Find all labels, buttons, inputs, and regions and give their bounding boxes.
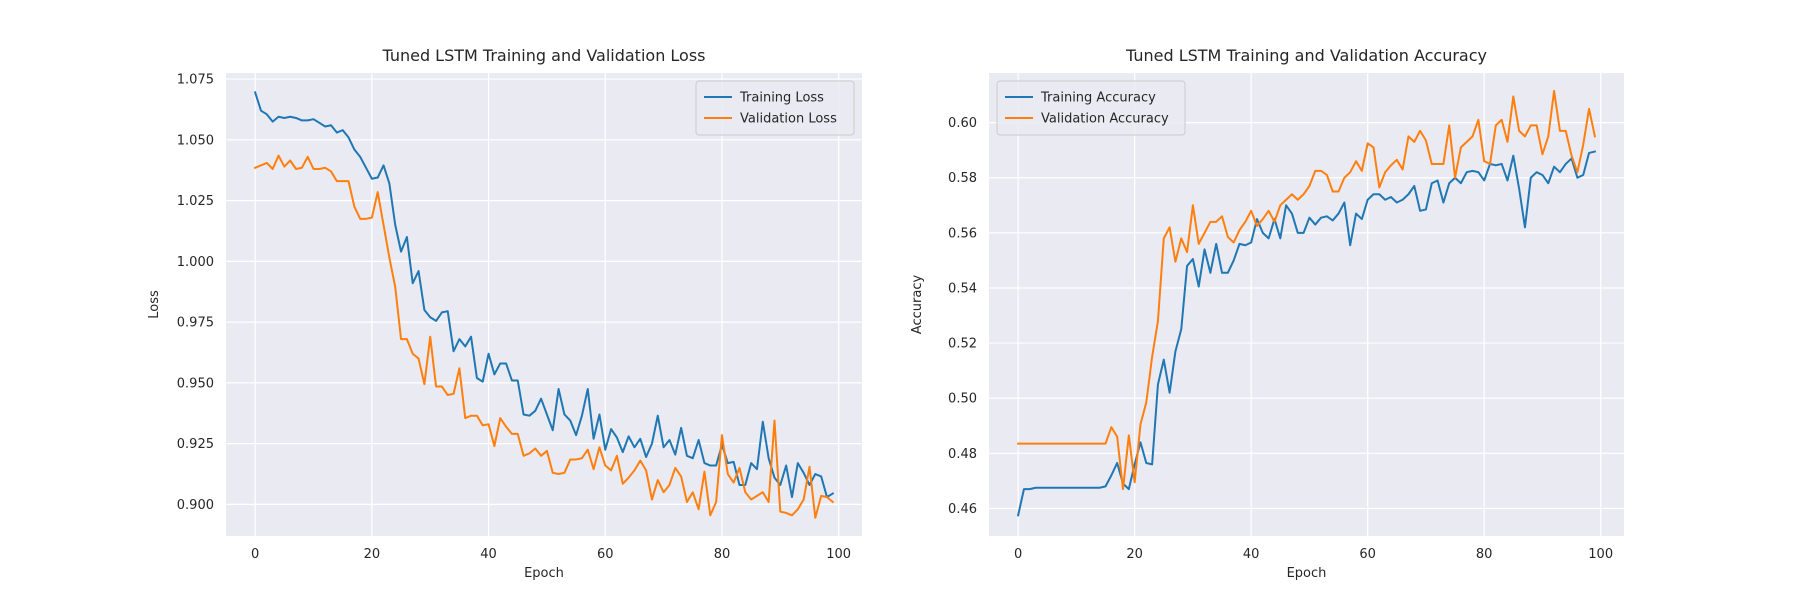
loss-chart: 0 20 40 60 80 100 0.900 0.925 0.950 0.975 1.000 1.0…: [147, 46, 862, 581]
y-tick-label: 0.60: [948, 116, 977, 131]
series-line-validation-loss: [253, 154, 835, 519]
x-tick-label: 100: [1588, 547, 1613, 562]
x-tick-label: 80: [1476, 547, 1493, 562]
y-tick-label: 0.52: [948, 337, 977, 352]
chart-title: Tuned LSTM Training and Validation Loss: [381, 46, 705, 65]
y-tick-label: 0.54: [948, 281, 977, 296]
x-tick-label: 80: [714, 547, 731, 562]
y-tick-label: 0.925: [177, 437, 214, 452]
legend-entry: Training Loss: [739, 91, 824, 106]
y-tick-label: 0.56: [948, 226, 977, 241]
series-line-validation-accuracy: [1017, 89, 1597, 491]
series-line-training-accuracy: [1016, 150, 1597, 517]
y-tick-label: 1.000: [177, 255, 214, 270]
legend-box: [695, 80, 855, 136]
accuracy-chart: 0 20 40 60 80 100 0.46 0.48 0.50 0.52 0.54 0.56 0.58…: [910, 46, 1624, 581]
x-tick-label: 0: [251, 547, 259, 562]
x-tick-label: 0: [1014, 547, 1022, 562]
y-axis-label: Loss: [147, 290, 162, 319]
chart-title: Tuned LSTM Training and Validation Accur…: [1125, 46, 1487, 65]
x-tick-label: 20: [364, 547, 381, 562]
legend-box: [996, 80, 1186, 136]
y-tick-label: 1.050: [177, 133, 214, 148]
y-tick-label: 0.50: [948, 392, 977, 407]
legend: Training Loss Validation Loss: [695, 80, 855, 136]
x-tick-label: 60: [597, 547, 614, 562]
y-tick-label: 0.46: [948, 502, 977, 517]
legend: Training Accuracy Validation Accuracy: [996, 80, 1186, 136]
y-tick-label: 0.900: [177, 498, 214, 513]
plot-area: [226, 73, 862, 536]
y-tick-label: 0.48: [948, 447, 977, 462]
legend-entry: Validation Loss: [740, 112, 837, 127]
x-tick-label: 40: [480, 547, 497, 562]
legend-entry: Training Accuracy: [1040, 91, 1156, 106]
plot-area: [989, 73, 1624, 536]
y-tick-label: 0.975: [177, 316, 214, 331]
x-tick-label: 100: [826, 547, 851, 562]
y-tick-label: 0.950: [177, 376, 214, 391]
y-axis-label: Accuracy: [910, 275, 925, 335]
legend-entry: Validation Accuracy: [1041, 112, 1169, 127]
x-axis-label: Epoch: [1287, 566, 1327, 581]
y-tick-label: 0.58: [948, 171, 977, 186]
x-tick-label: 40: [1243, 547, 1260, 562]
y-tick-label: 1.075: [177, 73, 214, 88]
x-tick-label: 60: [1359, 547, 1376, 562]
x-axis-label: Epoch: [524, 566, 564, 581]
x-tick-label: 20: [1126, 547, 1143, 562]
y-tick-label: 1.025: [177, 194, 214, 209]
